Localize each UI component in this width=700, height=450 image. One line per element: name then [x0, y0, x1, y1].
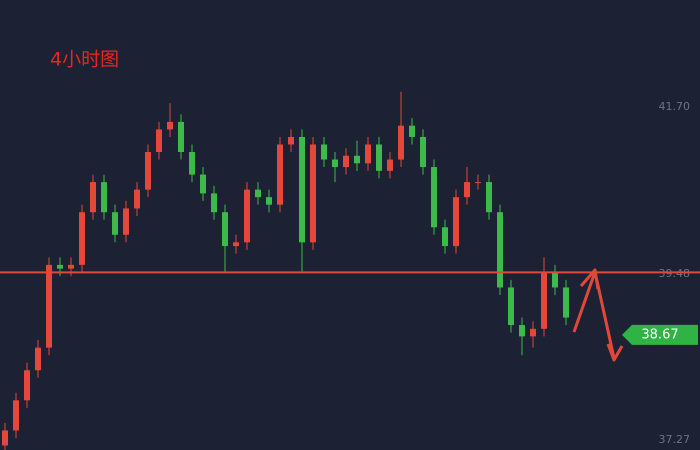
candle-body [387, 159, 393, 171]
candle-body [266, 197, 272, 205]
candle-body [508, 287, 514, 326]
chart-title: 4小时图 [50, 49, 119, 71]
candle-body [222, 212, 228, 247]
y-tick-label: 41.70 [659, 100, 691, 113]
candle-body [354, 155, 360, 164]
candle-body [288, 136, 294, 145]
y-tick-label: 39.48 [659, 267, 691, 280]
candle-body [112, 212, 118, 235]
candle-body [90, 182, 96, 213]
candle-body [24, 370, 30, 401]
candle-body [233, 242, 239, 247]
candle-body [277, 144, 283, 205]
candle-body [145, 152, 151, 190]
candle-body [255, 189, 261, 198]
candle-body [211, 193, 217, 213]
candle-body [541, 272, 547, 329]
candle-body [431, 167, 437, 228]
candle-body [376, 144, 382, 171]
candle-body [321, 144, 327, 160]
candle-body [497, 212, 503, 288]
candle-body [200, 174, 206, 194]
candle-body [530, 328, 536, 337]
candle-body [46, 264, 52, 348]
candle-body [409, 125, 415, 137]
candle-body [332, 159, 338, 168]
price-tag-label: 38.67 [641, 327, 678, 342]
candle-body [2, 430, 8, 446]
candle-body [189, 152, 195, 175]
y-tick-label: 37.27 [659, 433, 691, 446]
candle-body [156, 129, 162, 153]
candle-body [563, 287, 569, 318]
candle-body [365, 144, 371, 164]
candle-body [552, 272, 558, 288]
candle-body [420, 136, 426, 168]
candle-body [167, 121, 173, 130]
candle-body [123, 208, 129, 235]
price-tag [622, 324, 698, 345]
candle-body [244, 189, 250, 243]
candle-body [442, 227, 448, 247]
candle-body [134, 189, 140, 209]
candle-body [453, 197, 459, 247]
plot [2, 91, 569, 450]
candle-body [68, 264, 74, 269]
candle-body [299, 136, 305, 243]
candle-body [398, 125, 404, 160]
candle-body [79, 212, 85, 265]
candle-body [519, 325, 525, 337]
candle-body [486, 182, 492, 213]
candle-body [101, 182, 107, 213]
candle-body [13, 400, 19, 431]
candle-body [35, 347, 41, 371]
candle-body [310, 144, 316, 243]
candle-body [464, 182, 470, 198]
candle-body [178, 121, 184, 153]
candle-body [57, 264, 63, 269]
candle-body [343, 155, 349, 168]
candle-body [475, 182, 481, 184]
